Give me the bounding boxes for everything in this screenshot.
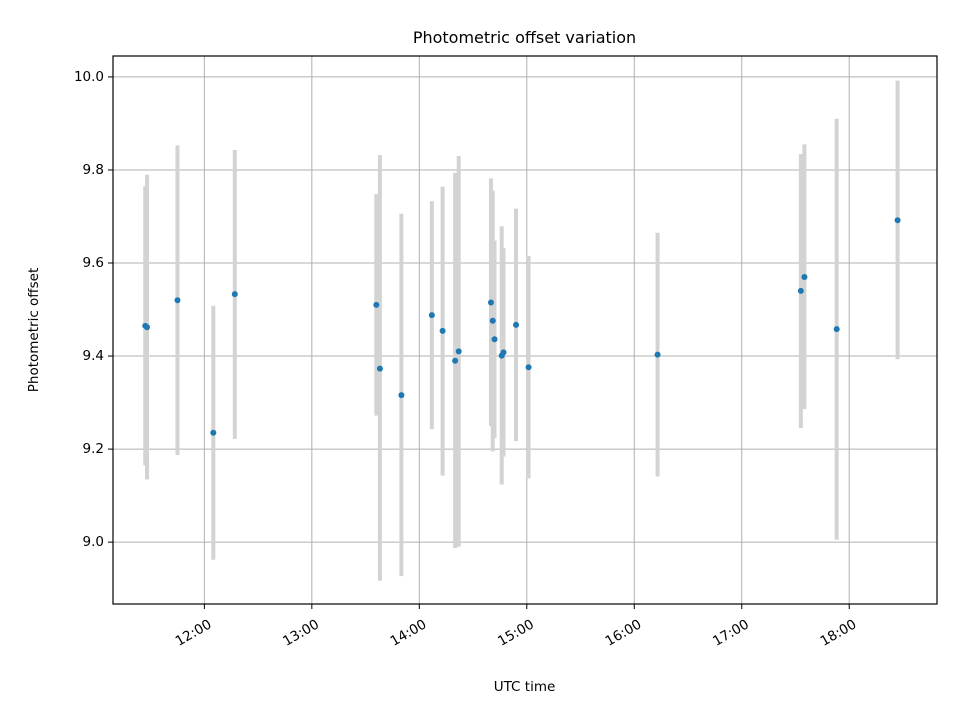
data-point (833, 326, 840, 333)
data-point (894, 217, 901, 224)
x-tick-label: 17:00 (710, 616, 752, 649)
y-tick-label: 9.6 (83, 255, 104, 271)
chart-title: Photometric offset variation (413, 28, 636, 47)
data-point (373, 301, 380, 308)
x-tick-label: 13:00 (280, 616, 322, 649)
data-point (797, 287, 804, 294)
data-point (513, 321, 520, 328)
data-point (489, 317, 496, 324)
data-point (428, 312, 435, 319)
x-tick-label: 16:00 (603, 616, 645, 649)
data-point (398, 392, 405, 399)
data-point (439, 327, 446, 334)
x-tick-label: 18:00 (818, 616, 860, 649)
x-tick-label: 12:00 (173, 616, 215, 649)
data-point (455, 348, 462, 355)
x-axis-ticks: 12:00 13:00 14:00 15:00 16:00 17:00 18:00 (173, 604, 860, 650)
plot-frame (112, 55, 938, 605)
y-tick-label: 9.8 (83, 162, 104, 178)
data-point (174, 297, 181, 304)
x-axis-label: UTC time (494, 679, 556, 695)
data-point (144, 324, 151, 331)
data-point (491, 336, 498, 343)
y-axis-label: Photometric offset (26, 268, 42, 392)
data-point (801, 273, 808, 280)
data-point (452, 357, 459, 364)
data-point (376, 365, 383, 372)
y-tick-label: 9.0 (83, 534, 104, 550)
data-point (525, 364, 532, 371)
y-tick-label: 10.0 (74, 69, 104, 85)
data-point (500, 349, 507, 356)
y-axis-ticks: 9.0 9.2 9.4 9.6 9.8 10.0 (74, 69, 113, 550)
x-tick-label: 15:00 (495, 616, 537, 649)
error-bars (143, 80, 900, 581)
data-point (210, 429, 217, 436)
data-point (231, 291, 238, 298)
x-tick-label: 14:00 (388, 616, 430, 649)
y-tick-label: 9.2 (83, 441, 104, 457)
y-tick-label: 9.4 (83, 348, 104, 364)
data-point (487, 299, 494, 306)
data-points (142, 217, 901, 436)
data-point (654, 351, 661, 358)
